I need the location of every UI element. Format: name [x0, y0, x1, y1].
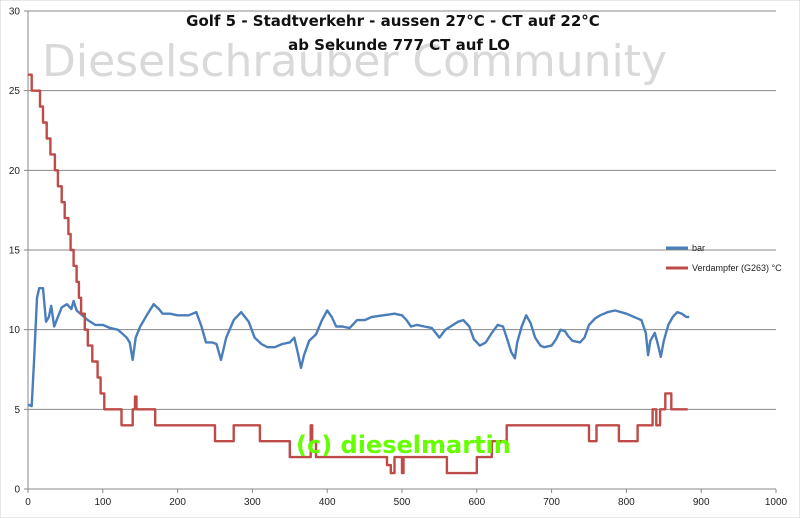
x-tick-label-500: 500	[394, 497, 411, 508]
series-line-bar	[27, 287, 690, 408]
x-tick-label-0: 0	[25, 497, 31, 508]
x-tick-label-600: 600	[468, 497, 485, 508]
series-layer	[27, 73, 690, 475]
credit-text: (c) dieselmartin	[296, 431, 511, 459]
y-axis-ticks: 0 5 10 15 20 25 30	[9, 7, 28, 496]
watermark-text: Dieselschrauber Community	[42, 36, 667, 87]
y-tick-label-20: 20	[9, 166, 21, 177]
y-tick-label-15: 15	[9, 246, 21, 257]
x-tick-label-1000: 1000	[765, 497, 788, 508]
x-tick-label-700: 700	[543, 497, 560, 508]
x-tick-label-100: 100	[94, 497, 111, 508]
legend: bar Verdampfer (G263) °C	[666, 243, 782, 273]
x-tick-label-400: 400	[319, 497, 336, 508]
chart-title-line1: Golf 5 - Stadtverkehr - aussen 27°C - CT…	[186, 12, 600, 30]
y-tick-label-25: 25	[9, 86, 21, 97]
x-tick-label-900: 900	[693, 497, 710, 508]
x-axis-ticks: 0 100 200 300 400 500 600 700 800 900 1000	[25, 489, 788, 508]
series-line-verdampfer	[28, 73, 688, 475]
y-tick-label-10: 10	[9, 325, 21, 336]
x-tick-label-200: 200	[169, 497, 186, 508]
y-tick-label-30: 30	[9, 7, 21, 18]
x-tick-label-800: 800	[618, 497, 635, 508]
y-tick-label-0: 0	[14, 485, 20, 496]
legend-label-verdampfer: Verdampfer (G263) °C	[692, 263, 782, 273]
x-tick-label-300: 300	[244, 497, 261, 508]
y-tick-label-5: 5	[14, 405, 20, 416]
legend-label-bar: bar	[692, 243, 705, 253]
chart-title-line2: ab Sekunde 777 CT auf LO	[288, 36, 510, 54]
